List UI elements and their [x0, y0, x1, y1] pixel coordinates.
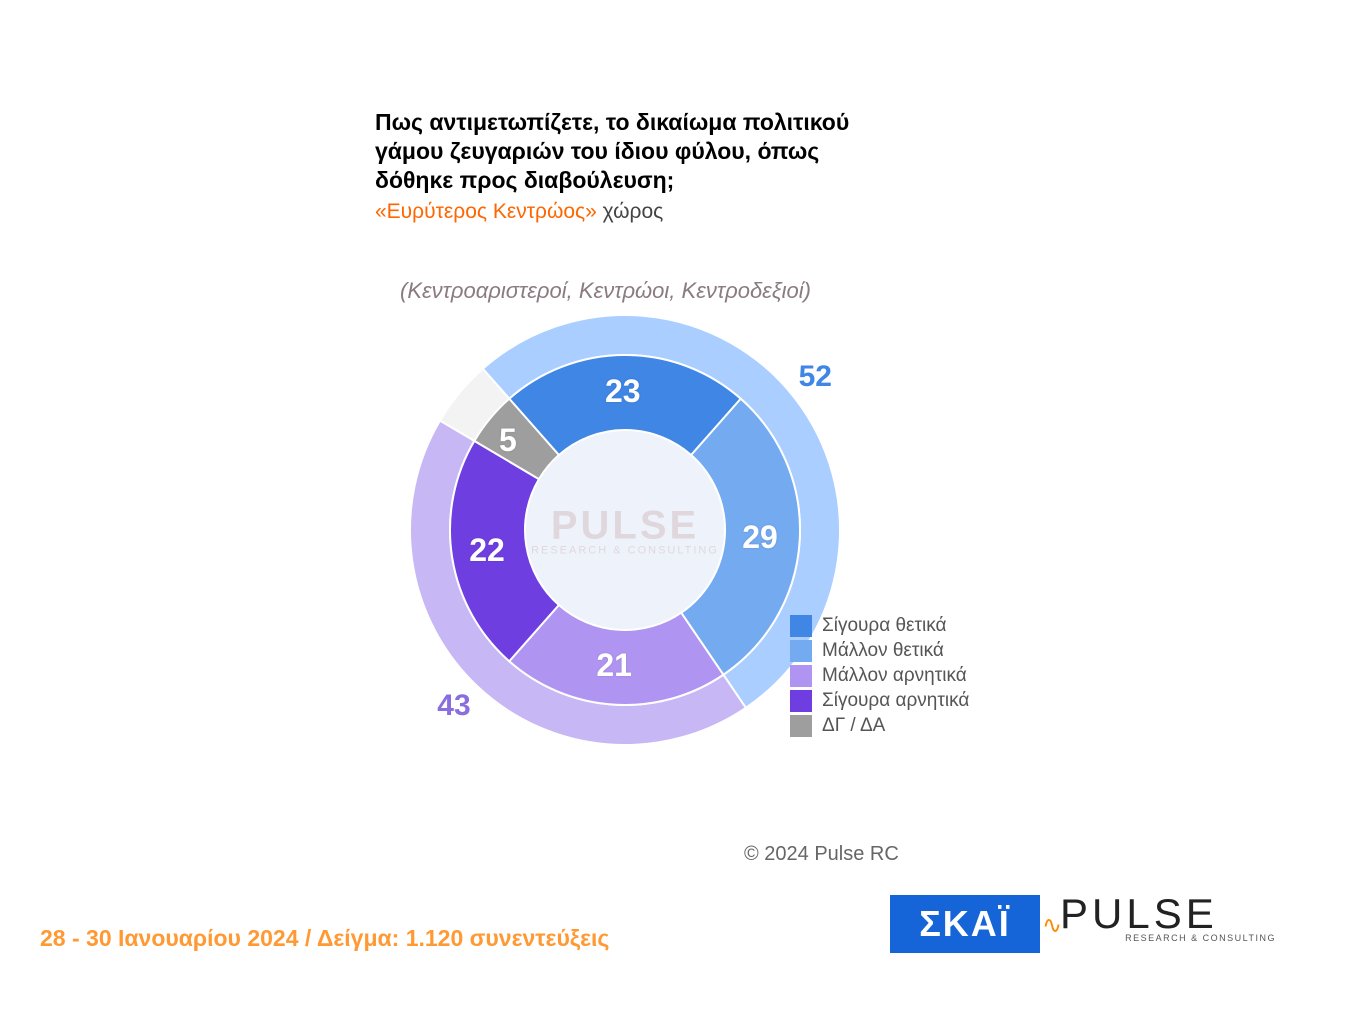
outer-total-value: 52	[799, 360, 832, 394]
legend-row: Μάλλον θετικά	[790, 640, 969, 662]
segment-value: 21	[596, 647, 632, 684]
subtitle-highlight: «Ευρύτερος Κεντρώος»	[375, 200, 597, 223]
logo-pulse-text: PULSE	[1060, 893, 1280, 935]
legend-label: ΔΓ / ΔΑ	[822, 715, 885, 737]
legend-row: Σίγουρα θετικά	[790, 615, 969, 637]
copyright: © 2024 Pulse RC	[744, 843, 899, 866]
legend-swatch	[790, 690, 812, 712]
segment-value: 5	[499, 422, 517, 459]
legend-swatch	[790, 665, 812, 687]
segment-value: 22	[469, 532, 505, 569]
question-subtitle: «Ευρύτερος Κεντρώος» χώρος	[375, 200, 663, 224]
footer-date-sample: 28 - 30 Ιανουαρίου 2024 / Δείγμα: 1.120 …	[40, 925, 609, 952]
groups-note: (Κεντροαριστεροί, Κεντρώοι, Κεντροδεξιοί…	[400, 278, 811, 304]
legend-label: Σίγουρα αρνητικά	[822, 690, 969, 712]
legend: Σίγουρα θετικά Μάλλον θετικά Μάλλον αρνητι…	[790, 615, 969, 740]
legend-swatch	[790, 715, 812, 737]
donut-chart: PULSE RESEARCH & CONSULTING 524323292122…	[410, 315, 840, 745]
legend-row: ΔΓ / ΔΑ	[790, 715, 969, 737]
logo-pulse: ∿ PULSE RESEARCH & CONSULTING	[1060, 893, 1280, 953]
legend-row: Μάλλον αρνητικά	[790, 665, 969, 687]
legend-swatch	[790, 615, 812, 637]
legend-label: Μάλλον αρνητικά	[822, 665, 967, 687]
question-title: Πως αντιμετωπίζετε, το δικαίωμα πολιτικο…	[375, 108, 895, 194]
subtitle-rest: χώρος	[597, 200, 663, 223]
segment-value: 23	[605, 373, 641, 410]
segment-value: 29	[742, 519, 778, 556]
outer-total-value: 43	[437, 689, 470, 723]
legend-label: Μάλλον θετικά	[822, 640, 944, 662]
pulse-wave-icon: ∿	[1042, 911, 1062, 940]
legend-row: Σίγουρα αρνητικά	[790, 690, 969, 712]
legend-swatch	[790, 640, 812, 662]
legend-label: Σίγουρα θετικά	[822, 615, 947, 637]
logo-skai: ΣΚΑΪ	[890, 895, 1040, 953]
